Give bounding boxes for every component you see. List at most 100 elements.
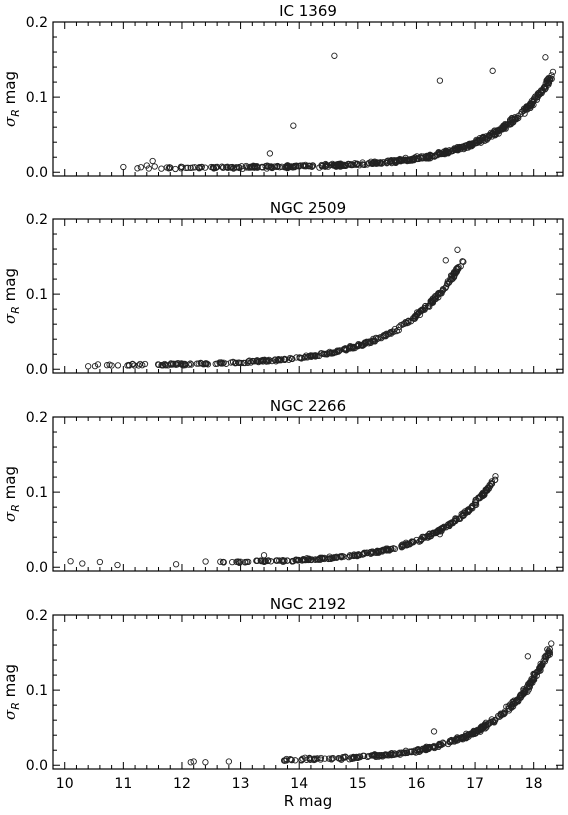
data-point (542, 655, 549, 663)
data-point (85, 363, 92, 370)
data-point (284, 557, 291, 564)
data-point (390, 157, 398, 164)
data-point (459, 733, 466, 741)
data-point (257, 357, 265, 365)
data-point (289, 355, 296, 363)
data-point (402, 154, 409, 162)
data-point (378, 160, 385, 167)
data-point (259, 164, 266, 171)
data-point (198, 360, 205, 367)
data-point (217, 558, 224, 565)
data-point (267, 163, 274, 171)
data-point (471, 139, 479, 147)
y-tick-label: 0.2 (26, 608, 48, 624)
x-tick-label: 17 (466, 776, 484, 792)
data-point (167, 164, 174, 171)
data-point (293, 354, 300, 361)
data-point (229, 163, 236, 171)
data-point (431, 152, 439, 159)
data-point (293, 556, 301, 564)
data-point (508, 114, 515, 122)
y-tick-label: 0.2 (26, 15, 48, 31)
panel-2: NGC 2509 σR mag 0.0 0.1 0.2 (1, 199, 564, 378)
panel-title: IC 1369 (279, 2, 337, 20)
data-point (367, 339, 374, 346)
data-point (347, 754, 355, 761)
y-tick-label: 0.1 (26, 485, 48, 501)
data-point (151, 163, 158, 170)
data-point (436, 77, 444, 84)
data-point (325, 555, 332, 562)
data-point (371, 337, 379, 345)
data-point (540, 657, 547, 664)
panel-title: NGC 2266 (270, 397, 346, 415)
data-point (410, 314, 417, 322)
data-point (343, 346, 350, 353)
data-point (302, 162, 309, 170)
data-point (516, 694, 523, 701)
data-point (395, 750, 402, 757)
data-point (218, 163, 226, 170)
data-point (353, 161, 360, 168)
data-point (452, 146, 459, 153)
data-point (124, 362, 131, 369)
data-point (264, 557, 271, 565)
data-point (391, 545, 399, 552)
data-point (281, 356, 288, 363)
data-point (361, 549, 368, 557)
x-tick-label: 11 (114, 776, 132, 792)
data-point (281, 558, 288, 565)
data-point (402, 156, 409, 164)
data-point (473, 136, 480, 144)
data-point (542, 54, 549, 61)
data-point (524, 106, 531, 113)
data-point (382, 332, 389, 339)
data-point (317, 756, 324, 763)
data-point (275, 355, 282, 363)
data-point (395, 326, 402, 334)
data-point (447, 275, 454, 283)
data-point (303, 352, 310, 359)
data-point (310, 352, 317, 359)
y-axis-label: σR mag (1, 71, 22, 127)
data-point (377, 547, 384, 555)
x-tick-label: 16 (408, 776, 426, 792)
data-point (237, 558, 244, 565)
data-point (187, 164, 194, 171)
data-point (258, 163, 266, 171)
data-point (290, 122, 297, 129)
data-point (371, 751, 378, 758)
data-point (480, 135, 487, 142)
data-point (323, 351, 331, 358)
data-point (454, 246, 461, 253)
data-point (245, 558, 252, 565)
data-point (536, 667, 543, 675)
data-point (430, 728, 438, 735)
plot-frame (52, 416, 564, 572)
data-point (530, 675, 537, 682)
data-point (391, 325, 399, 333)
data-point (137, 164, 145, 171)
panel-4: NGC 2192 σR mag 0.0 0.1 0.2 10 11 12 13 14 15 16 17 1… (1, 595, 564, 810)
data-point (524, 653, 531, 660)
data-point (450, 270, 457, 278)
data-point (507, 120, 515, 128)
x-tick-label: 18 (525, 776, 543, 792)
data-point (536, 664, 543, 671)
data-point (517, 110, 524, 118)
data-point (463, 732, 471, 739)
data-point (149, 157, 156, 165)
data-point (226, 164, 234, 171)
data-point (528, 101, 535, 108)
data-point (126, 362, 133, 369)
data-point (414, 745, 422, 753)
data-point (79, 560, 86, 567)
data-point (305, 162, 313, 169)
data-point (548, 75, 555, 83)
data-point (143, 162, 150, 169)
data-point (522, 687, 529, 694)
data-point (356, 753, 363, 760)
data-point (242, 558, 249, 566)
panel-title: NGC 2509 (270, 199, 346, 217)
